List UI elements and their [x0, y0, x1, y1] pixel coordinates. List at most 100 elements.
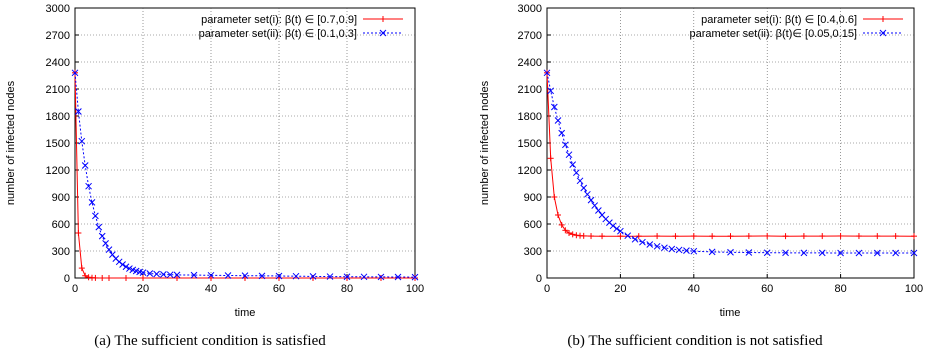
- data-point-series-2: [360, 273, 368, 281]
- data-point-series-1: [654, 233, 661, 240]
- x-tick-label: 0: [544, 283, 550, 295]
- data-point-series-1: [123, 275, 129, 281]
- data-point-series-1: [562, 227, 569, 234]
- data-point-series-2: [646, 241, 654, 248]
- data-point-series-1: [819, 233, 826, 240]
- grid-lines: [547, 8, 914, 278]
- data-point-series-1: [911, 233, 917, 240]
- data-point-series-2: [377, 273, 385, 281]
- legend-marker-series-1: [380, 16, 386, 22]
- data-point-series-1: [569, 231, 576, 238]
- y-tick-label: 2100: [518, 84, 542, 96]
- data-point-series-2: [595, 207, 602, 214]
- data-point-series-2: [763, 249, 771, 257]
- data-point-series-2: [690, 247, 698, 255]
- data-point-series-2: [609, 222, 617, 230]
- data-point-series-1: [764, 232, 771, 239]
- chart-a: 0 20 40 60 80 100 0 300 600 900 1200 1500 1800 2100 24…: [5, 3, 424, 349]
- x-tick-label: 20: [137, 283, 149, 295]
- data-point-series-2: [241, 272, 249, 280]
- y-tick-label: 2400: [518, 57, 542, 69]
- data-point-series-2: [591, 202, 599, 209]
- x-tick-label: 40: [688, 283, 700, 295]
- data-point-series-1: [599, 233, 606, 240]
- data-point-series-1: [588, 233, 595, 240]
- legend-marker-glyph: [879, 29, 887, 37]
- y-axis-label: number of infected nodes: [479, 80, 491, 205]
- data-point-series-1: [558, 221, 565, 228]
- y-tick-label: 300: [524, 246, 542, 258]
- y-tick-label: 900: [52, 192, 70, 204]
- data-point-series-2: [587, 196, 595, 204]
- x-tick-label: 100: [406, 283, 424, 295]
- x-tick-label: 60: [273, 283, 285, 295]
- y-tick-label: 0: [536, 273, 542, 285]
- series-line-2: [546, 72, 914, 254]
- x-tick-label: 60: [761, 283, 773, 295]
- data-point-series-2: [910, 249, 918, 257]
- y-axis-label: number of infected nodes: [5, 80, 17, 205]
- data-point-series-1: [555, 212, 562, 218]
- data-point-series-1: [106, 275, 112, 281]
- data-point-series-2: [146, 270, 154, 277]
- data-point-series-1: [635, 233, 642, 240]
- legend: parameter set(i): β(t) ∈ [0.4,0.6] param…: [689, 14, 903, 40]
- data-point-series-2: [543, 69, 551, 77]
- data-point-series-2: [631, 235, 639, 243]
- data-point-series-2: [727, 248, 734, 256]
- y-tick-label: 1500: [518, 138, 542, 150]
- x-tick-label: 0: [72, 283, 78, 295]
- data-point-series-2: [675, 246, 683, 254]
- data-point-series-2: [343, 273, 351, 281]
- y-tick-label: 3000: [518, 3, 542, 15]
- y-tick-label: 1500: [46, 138, 70, 150]
- legend-marker-series-2: [379, 29, 387, 37]
- data-point-series-2: [550, 103, 558, 111]
- y-tick-label: 0: [64, 273, 70, 285]
- data-point-series-2: [224, 272, 232, 279]
- data-point-series-2: [153, 270, 160, 278]
- data-point-series-1: [617, 233, 624, 240]
- data-point-series-2: [173, 271, 181, 279]
- legend-marker-series-1: [880, 16, 886, 22]
- data-point-series-2: [837, 249, 844, 257]
- legend-label-series-1: parameter set(i): β(t) ∈ [0.4,0.6]: [701, 14, 857, 26]
- data-point-series-2: [653, 242, 661, 250]
- data-point-series-1: [140, 275, 146, 281]
- chart-caption: (b) The sufficient condition is not sati…: [567, 333, 823, 349]
- series-line-1: [546, 72, 915, 237]
- data-point-series-2: [639, 238, 646, 246]
- x-axis-label: time: [235, 307, 256, 319]
- data-point-series-2: [292, 272, 300, 280]
- data-point-series-2: [561, 141, 569, 149]
- data-point-series-1: [78, 265, 85, 272]
- y-tick-label: 2700: [46, 30, 70, 42]
- tick-labels: 0 20 40 60 80 100 0 300 600 900 1200 1500 1800 2100 24…: [518, 3, 924, 295]
- y-tick-label: 1200: [46, 165, 70, 177]
- legend-marker-series-2: [879, 29, 887, 37]
- series-line-1: [74, 72, 415, 279]
- data-point-series-2: [668, 245, 676, 253]
- y-tick-label: 2100: [46, 84, 70, 96]
- x-tick-label: 80: [834, 283, 846, 295]
- chart-caption: (a) The sufficient condition is satisfie…: [94, 333, 326, 349]
- legend-label-series-2: parameter set(ii): β(t)∈ [0.05,0.15]: [689, 28, 857, 40]
- data-point-series-2: [166, 271, 174, 279]
- data-point-series-2: [554, 117, 562, 124]
- legend: parameter set(i): β(t) ∈ [0.7,0.9] param…: [199, 14, 403, 40]
- data-point-series-2: [617, 227, 624, 235]
- data-point-series-2: [558, 129, 566, 137]
- x-tick-label: 40: [205, 283, 217, 295]
- chart-b: 0 20 40 60 80 100 0 300 600 900 1200 1500 1800 2100 24…: [479, 3, 923, 349]
- data-point-series-2: [92, 212, 99, 220]
- y-tick-label: 3000: [46, 3, 70, 15]
- data-point-series-2: [745, 249, 753, 256]
- y-tick-label: 600: [52, 219, 70, 231]
- data-point-series-2: [190, 271, 198, 279]
- y-tick-label: 600: [524, 219, 542, 231]
- x-axis-label: time: [720, 307, 741, 319]
- data-point-series-1: [99, 275, 106, 281]
- data-point-series-2: [584, 190, 591, 198]
- data-point-series-2: [81, 162, 89, 169]
- data-point-series-2: [78, 137, 86, 145]
